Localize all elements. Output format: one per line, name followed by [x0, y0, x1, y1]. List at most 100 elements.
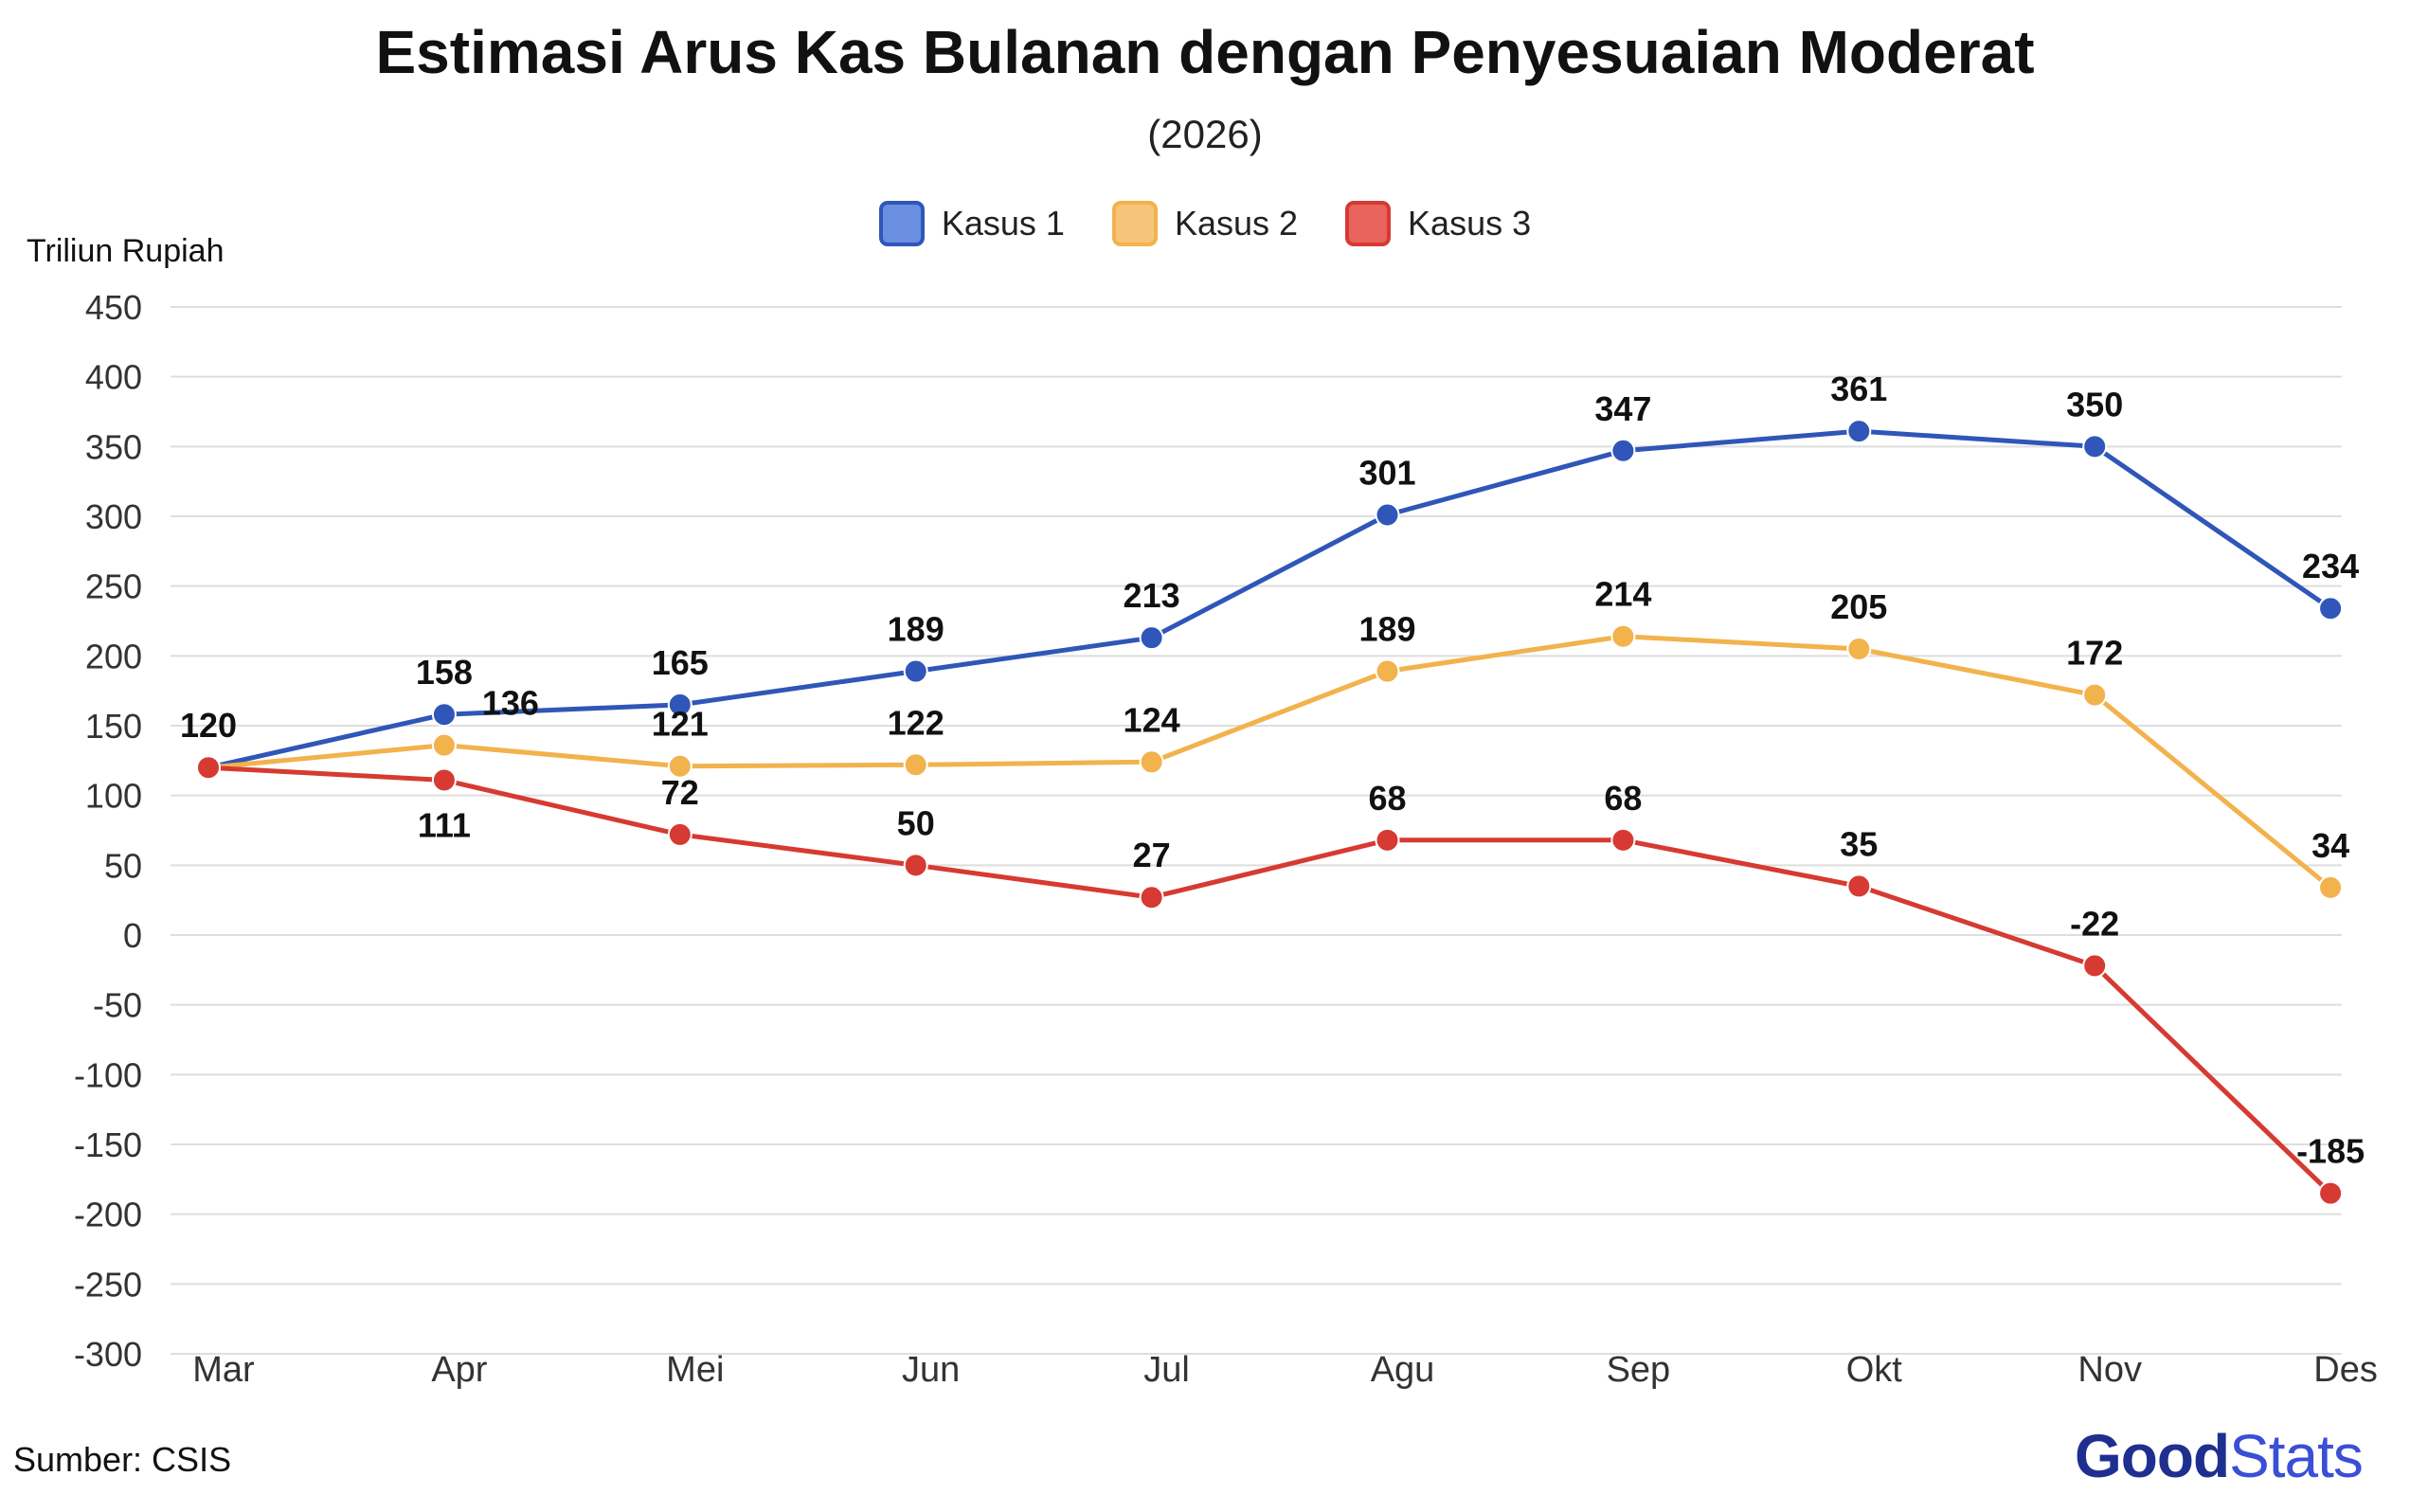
x-axis-ticks: Mar Apr Mei Jun Jul Agu Sep Okt Nov Des: [192, 1350, 2378, 1390]
data-label: 111: [418, 805, 471, 844]
data-point: [1610, 827, 1636, 853]
x-tick-label: Okt: [1846, 1350, 1903, 1390]
data-point: [196, 755, 221, 781]
y-tick-label: -300: [74, 1335, 142, 1374]
source-note: Sumber: CSIS: [13, 1440, 232, 1479]
data-label: 27: [1133, 836, 1171, 874]
data-label: 234: [2302, 547, 2359, 585]
data-label: 68: [1368, 779, 1406, 818]
x-tick-label: Agu: [1371, 1350, 1435, 1390]
y-axis-ticks: 450 400 350 300 250 200 150 100 50 0 -50 -100 -150 -2…: [74, 288, 142, 1374]
data-point: [667, 692, 692, 717]
legend-label-kasus-2: Kasus 2: [1174, 204, 1299, 243]
x-tick-label: Mei: [666, 1350, 724, 1390]
data-point: [2082, 953, 2108, 979]
data-point: [431, 767, 457, 793]
data-label: 172: [2066, 634, 2123, 673]
data-label: 34: [2311, 826, 2349, 865]
data-label: 189: [888, 610, 944, 649]
x-tick-label: Sep: [1607, 1350, 1671, 1390]
y-tick-label: 300: [85, 497, 142, 536]
x-tick-label: Des: [2313, 1350, 2378, 1390]
data-point: [667, 753, 692, 779]
data-point: [1846, 419, 1872, 444]
data-label: 122: [888, 703, 944, 742]
data-point: [1375, 502, 1400, 528]
data-label: -22: [2070, 904, 2119, 943]
y-tick-label: -200: [74, 1196, 142, 1234]
chart-subtitle: (2026): [1147, 112, 1263, 156]
data-label: 350: [2066, 385, 2123, 423]
data-label: 158: [416, 653, 473, 692]
grid-lines: [171, 306, 2342, 1355]
data-label: 68: [1604, 779, 1642, 818]
y-axis-unit-label: Triliun Rupiah: [27, 233, 225, 269]
data-point: [431, 732, 457, 758]
data-point: [903, 658, 928, 684]
data-point: [2082, 682, 2108, 708]
data-label: 50: [897, 803, 935, 842]
data-label: 72: [661, 773, 699, 812]
x-tick-label: Nov: [2077, 1350, 2142, 1390]
data-point: [1846, 873, 1872, 899]
data-point: [1846, 636, 1872, 661]
y-tick-label: 100: [85, 777, 142, 816]
data-point: [1139, 625, 1164, 651]
data-label: 121: [652, 705, 709, 744]
data-point: [1139, 885, 1164, 910]
data-point: [903, 752, 928, 778]
data-point: [1610, 438, 1636, 463]
legend-swatch-kasus-3: [1345, 201, 1392, 246]
series-points: [196, 419, 2344, 1206]
legend-label-kasus-1: Kasus 1: [941, 204, 1065, 243]
data-point: [903, 853, 928, 878]
y-tick-label: 200: [85, 637, 142, 675]
data-point: [2318, 874, 2344, 900]
data-label: 347: [1594, 389, 1651, 428]
data-label: 214: [1594, 575, 1651, 614]
data-label: 35: [1840, 824, 1878, 863]
y-tick-label: 150: [85, 707, 142, 746]
y-tick-label: 250: [85, 567, 142, 606]
y-tick-label: -250: [74, 1265, 142, 1304]
data-point: [2082, 434, 2108, 459]
data-label: 361: [1830, 369, 1887, 408]
series-lines: [207, 428, 2332, 1196]
data-point: [2318, 1180, 2344, 1206]
chart-legend: Kasus 1 Kasus 2 Kasus 3: [0, 201, 2410, 246]
legend-item-kasus-2[interactable]: Kasus 2: [1111, 201, 1299, 246]
y-tick-label: 0: [123, 916, 142, 955]
x-tick-label: Jul: [1143, 1350, 1190, 1390]
y-tick-label: -100: [74, 1055, 142, 1094]
y-tick-label: 50: [104, 846, 142, 885]
legend-swatch-kasus-1: [878, 201, 925, 246]
data-point: [1610, 623, 1636, 649]
data-label: 205: [1830, 587, 1887, 626]
data-point: [1375, 827, 1400, 853]
data-point: [1139, 749, 1164, 775]
y-tick-label: 400: [85, 358, 142, 397]
data-label: 136: [482, 684, 539, 723]
data-label: 124: [1124, 700, 1180, 739]
data-labels: 120 158 165 189 213 301 347 361 350 234 136 121 122 1…: [180, 369, 2365, 1170]
legend-item-kasus-3[interactable]: Kasus 3: [1345, 201, 1531, 246]
x-tick-label: Jun: [902, 1350, 960, 1390]
data-label: 189: [1358, 610, 1415, 649]
y-tick-label: -50: [93, 986, 142, 1025]
data-label: 301: [1358, 454, 1415, 493]
series-line-kasus-3: [207, 765, 2332, 1196]
legend-item-kasus-1[interactable]: Kasus 1: [878, 201, 1065, 246]
data-label: 165: [652, 643, 709, 682]
y-tick-label: 450: [85, 288, 142, 327]
data-point: [667, 821, 692, 847]
x-tick-label: Mar: [192, 1350, 255, 1390]
chart-title: Estimasi Arus Kas Bulanan dengan Penyesu…: [375, 18, 2035, 86]
goodstats-logo: GoodStats: [2075, 1422, 2364, 1490]
data-label: -185: [2296, 1132, 2365, 1171]
y-tick-label: -150: [74, 1125, 142, 1164]
data-label: 213: [1124, 576, 1180, 615]
series-line-kasus-1: [207, 428, 2332, 770]
data-point: [1375, 658, 1400, 684]
series-line-kasus-2: [207, 634, 2332, 890]
